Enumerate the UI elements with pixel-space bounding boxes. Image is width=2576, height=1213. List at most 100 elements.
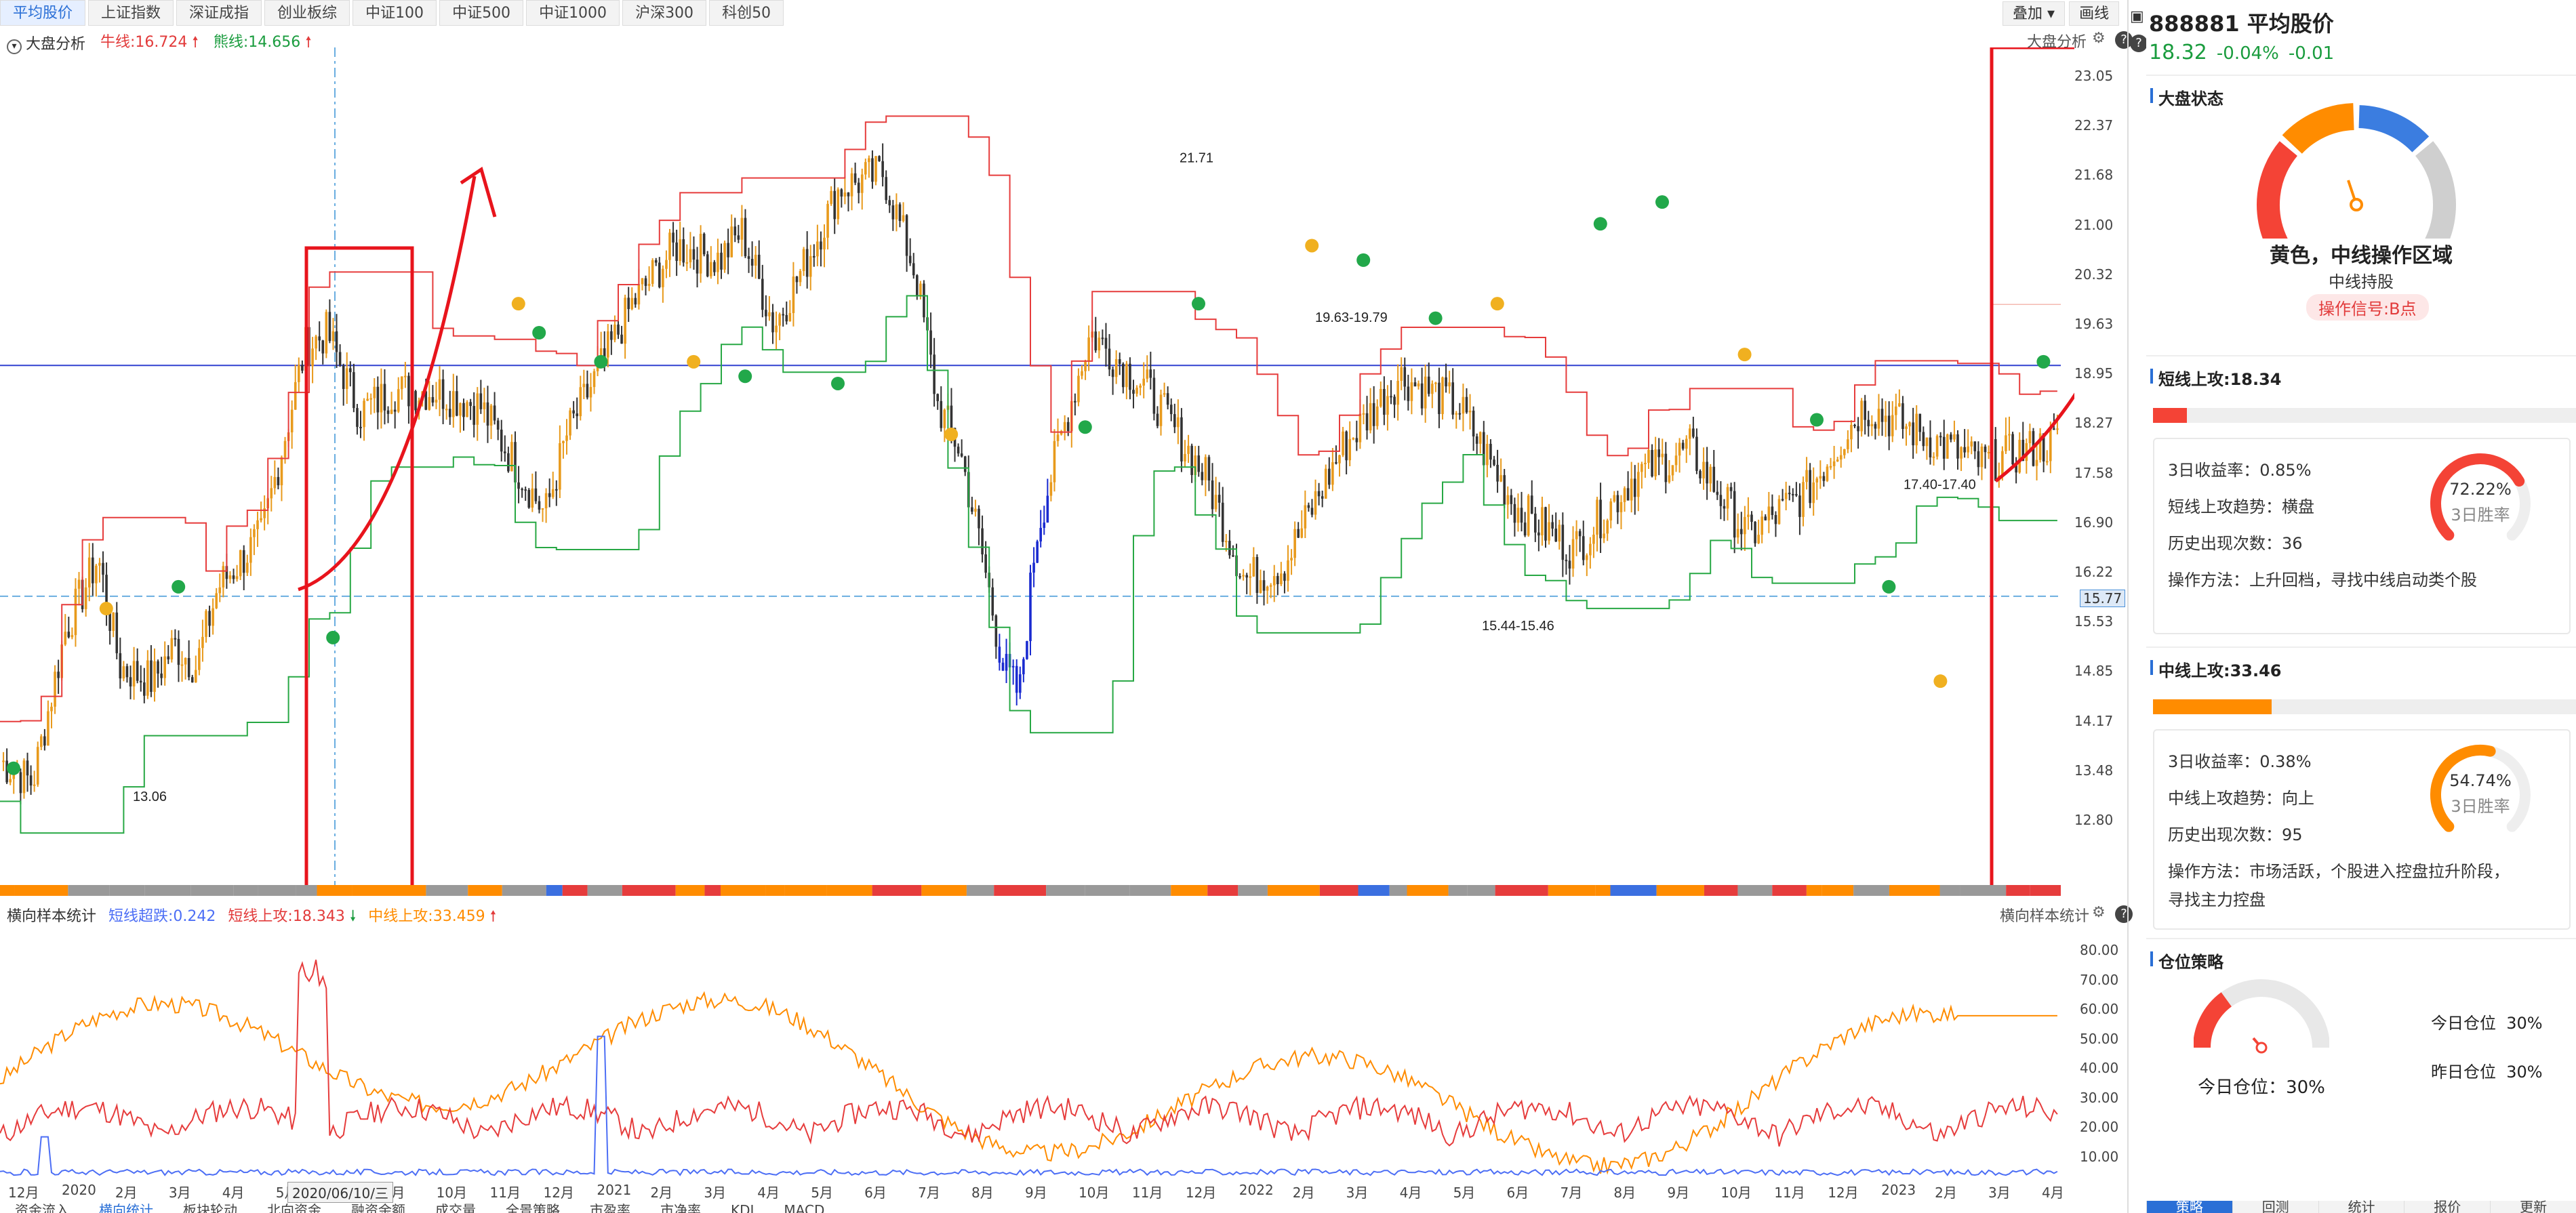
candle-body	[1239, 576, 1241, 578]
panel-tab[interactable]: 更新	[2490, 1200, 2576, 1213]
candle-body	[1884, 415, 1887, 422]
band-segment	[720, 885, 766, 896]
y-tick-label: 19.63	[2074, 316, 2114, 332]
gear-icon[interactable]: ⚙	[2092, 904, 2106, 921]
candle-body	[1111, 369, 1114, 377]
candle-body	[448, 409, 451, 417]
sub-y-tick-label: 30.00	[2080, 1089, 2119, 1106]
candle-body	[386, 410, 390, 414]
candle-body	[1135, 388, 1138, 394]
x-tick-label: 6月	[864, 1185, 887, 1201]
candle-body	[153, 661, 156, 692]
index-tab[interactable]: 中证100	[353, 0, 437, 26]
candle-body	[551, 489, 555, 497]
layout-icon[interactable]: ▣	[2130, 8, 2144, 25]
indicator-tab[interactable]: KDJ	[731, 1204, 754, 1213]
band-segment	[2030, 885, 2061, 896]
indicator-tab[interactable]: 融资余额	[351, 1204, 405, 1213]
index-tab[interactable]: 中证500	[439, 0, 524, 26]
candle-body	[1939, 436, 1942, 438]
candle-body	[1568, 560, 1571, 569]
indicator-tab[interactable]: 北向资金	[267, 1204, 321, 1213]
index-tab[interactable]: 科创50	[709, 0, 784, 26]
candle-body	[1905, 426, 1908, 429]
candle-body	[239, 550, 242, 577]
index-tab[interactable]: 上证指数	[88, 0, 174, 26]
candle-body	[1184, 453, 1186, 461]
band-segment	[144, 885, 191, 896]
mid-attack-stats: 3日收益率：0.38% 中线上攻趋势：向上 历史出现次数：95 操作方法：市场活…	[2153, 729, 2571, 930]
price-annotation: 13.06	[133, 789, 167, 804]
band-segment	[502, 885, 546, 896]
band-segment	[468, 885, 502, 896]
indicator-tab[interactable]: 市盈率	[590, 1204, 630, 1213]
gear-icon[interactable]: ⚙	[2092, 30, 2106, 47]
indicator-tab[interactable]: 横向统计	[99, 1204, 153, 1213]
candle-body	[1967, 446, 1969, 453]
candle-body	[963, 456, 967, 472]
candle-body	[349, 368, 352, 373]
candle-body	[1252, 557, 1255, 577]
candle-body	[353, 372, 355, 409]
help-icon[interactable]: ?	[2115, 905, 2133, 923]
time-x-axis: 12月 2020 2月 3月 4月 5月 8月 9月 10月 11月 12月 2021 2月 3月 4月 5月…	[0, 1182, 2074, 1202]
price-annotation: 19.63-19.79	[1315, 310, 1388, 325]
candle-body	[228, 575, 232, 579]
indicator-tab[interactable]: 板块轮动	[183, 1204, 237, 1213]
price-y-axis: 23.05 22.37 21.68 21.00 20.32 19.63 18.95 18.27…	[2074, 47, 2122, 881]
panel-divider[interactable]	[2127, 0, 2129, 1213]
band-segment	[296, 885, 317, 896]
x-tick-label: 2022	[1239, 1182, 1274, 1198]
candle-body	[496, 420, 500, 430]
panel-tab[interactable]: 统计	[2318, 1200, 2404, 1213]
indicator-tab[interactable]: 市净率	[660, 1204, 701, 1213]
panel-tab[interactable]: 回测	[2232, 1200, 2318, 1213]
index-tab[interactable]: 深证成指	[176, 0, 262, 26]
panel-tab[interactable]: 策略	[2146, 1200, 2232, 1213]
x-tick-label: 3月	[1988, 1185, 2011, 1201]
indicator-tab[interactable]: MACD	[784, 1204, 825, 1213]
candle-body	[644, 278, 647, 286]
candle-body	[260, 518, 262, 520]
candle-body	[414, 391, 417, 411]
indicator-tab[interactable]: 资金流入	[15, 1204, 69, 1213]
candle-body	[868, 158, 870, 163]
overlay-button[interactable]: 叠加 ▾	[2003, 1, 2066, 26]
help-icon[interactable]: ?	[2130, 35, 2148, 52]
band-segment	[190, 885, 234, 896]
candle-body	[603, 348, 606, 358]
candle-body	[383, 384, 386, 411]
short-attack-series	[0, 960, 2058, 1147]
indicator-tab[interactable]: 成交量	[435, 1204, 476, 1213]
market-analysis-toggle[interactable]: ▾ 大盘分析	[7, 32, 85, 54]
main-price-chart[interactable]: 21.71 19.63-19.79 17.40-17.40 15.44-15.46 13…	[0, 47, 2074, 885]
help-icon[interactable]: ?	[2115, 31, 2133, 49]
candle-body	[424, 391, 428, 410]
candle-body	[1015, 665, 1018, 693]
candle-body	[1255, 557, 1259, 593]
draw-line-button[interactable]: 画线	[2069, 1, 2120, 26]
candle-body	[692, 249, 696, 260]
sample-stat-chart[interactable]	[0, 922, 2074, 1183]
indicator-tab[interactable]: 全景策略	[506, 1204, 560, 1213]
candle-body	[1438, 382, 1441, 415]
candle-body	[576, 413, 578, 417]
candle-body	[1554, 529, 1557, 542]
candle-body	[504, 451, 506, 453]
candle-body	[1462, 396, 1465, 414]
index-tab[interactable]: 平均股价	[0, 0, 86, 26]
panel-tab[interactable]: 报价	[2404, 1200, 2491, 1213]
candle-body	[775, 325, 778, 333]
candle-body	[1156, 413, 1159, 426]
index-tab[interactable]: 创业板综	[264, 0, 350, 26]
candle-body	[1767, 506, 1771, 520]
candle-body	[727, 243, 729, 258]
index-tab[interactable]: 中证1000	[526, 0, 620, 26]
x-tick-label: 4月	[222, 1185, 245, 1201]
candle-body	[122, 666, 125, 679]
signal-marker	[831, 376, 845, 390]
candle-body	[356, 408, 359, 427]
arrow-up-icon: 🠕	[489, 908, 497, 925]
index-tab[interactable]: 沪深300	[622, 0, 707, 26]
candle-body	[1740, 529, 1743, 535]
